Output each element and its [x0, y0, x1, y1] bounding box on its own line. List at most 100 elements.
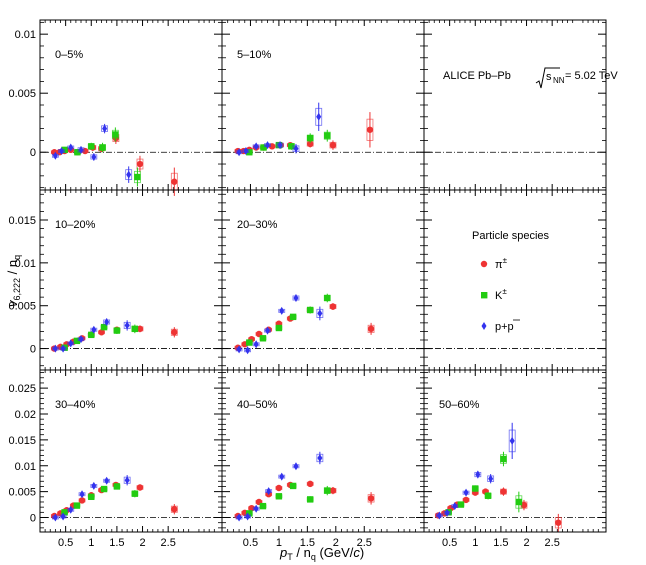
- x-tick-label: 2: [139, 537, 145, 549]
- pi-point: [306, 480, 314, 488]
- legend-entry-K: K±: [481, 287, 507, 302]
- proton-marker: [277, 141, 283, 150]
- pi-marker: [306, 480, 314, 488]
- panel-label: 50–60%: [439, 399, 480, 411]
- kaon-marker: [246, 339, 253, 346]
- experiment-text: ALICE Pb–Pb: [443, 70, 511, 82]
- p-point: [103, 476, 111, 485]
- y-tick-label: 0.005: [8, 487, 36, 499]
- panel-5: [423, 189, 607, 371]
- panel-frame: [423, 189, 607, 371]
- legend-label: π±: [495, 256, 508, 271]
- proton-marker: [488, 474, 494, 483]
- panel-frame: [423, 19, 607, 191]
- kaon-marker: [259, 335, 267, 342]
- p-point: [435, 511, 443, 520]
- pi-point: [367, 322, 375, 335]
- K-point: [484, 492, 492, 500]
- p-point: [264, 326, 271, 335]
- proton-marker: [316, 112, 322, 121]
- kaon-marker: [288, 143, 295, 150]
- proton-marker: [236, 345, 242, 354]
- y-title-sub: 6,222: [12, 278, 22, 301]
- proton-marker: [91, 325, 97, 334]
- K-point: [306, 306, 314, 314]
- x-tick-label: 0.5: [442, 537, 457, 549]
- p-point: [101, 123, 108, 134]
- panel-2: [423, 19, 607, 191]
- p-point: [235, 513, 243, 522]
- x-title-main: p: [279, 545, 287, 560]
- pi-marker: [367, 325, 375, 333]
- K-point: [500, 451, 507, 467]
- K-point: [323, 129, 331, 142]
- pi-point: [78, 497, 86, 504]
- proton-marker: [293, 294, 299, 302]
- panel-frame: [39, 19, 223, 191]
- p-point: [278, 472, 286, 481]
- kaon-marker: [500, 455, 507, 463]
- panel-8: 0.5 1 1.5 2 2.5 50–60%: [423, 369, 607, 549]
- legend-title: Particle species: [472, 230, 550, 242]
- p-point: [252, 340, 260, 349]
- pi-marker: [81, 147, 89, 155]
- y-tick-label: 0: [30, 344, 36, 356]
- p-point: [90, 152, 98, 161]
- p-point: [316, 451, 324, 465]
- pi-marker: [329, 303, 337, 310]
- x-tick-label: 0.5: [58, 537, 73, 549]
- proton-marker: [293, 144, 299, 153]
- y-tick-label: 0.005: [8, 88, 36, 100]
- kaon-marker: [515, 498, 523, 506]
- proton-marker: [60, 512, 66, 521]
- panel-6: 0.5 1 1.5 2 2.5 0 0.005 0.01 0.015 0.02 0.025 30–40…: [8, 369, 223, 549]
- p-point: [123, 475, 131, 486]
- pi-point: [500, 487, 507, 496]
- K-point: [259, 335, 267, 342]
- x-title-unit-end: ): [360, 545, 364, 560]
- p-point: [90, 325, 98, 334]
- pi-point: [329, 140, 337, 150]
- panel-label: 10–20%: [55, 219, 96, 231]
- p-point: [51, 151, 59, 160]
- p-point: [264, 141, 271, 150]
- proton-marker: [265, 141, 271, 150]
- kaon-marker: [246, 510, 253, 517]
- pi-point: [554, 513, 562, 532]
- pi-point: [136, 155, 144, 173]
- pi-point: [170, 167, 178, 196]
- panel-3: 0 0.005 0.01 0.015 10–20%: [8, 189, 223, 371]
- pi-point: [462, 496, 470, 504]
- x-tick-label: 1.5: [300, 537, 315, 549]
- kaon-marker: [113, 327, 121, 334]
- x-tick-label: 2: [523, 537, 529, 549]
- p-sys-box: [316, 308, 324, 318]
- x-tick-label: 2: [333, 537, 339, 549]
- proton-marker: [91, 152, 97, 161]
- pi-point: [170, 327, 178, 338]
- pi-point: [329, 303, 337, 310]
- proton-marker: [91, 481, 97, 490]
- p-point: [487, 474, 495, 484]
- legend-label: K±: [495, 287, 507, 302]
- energy-subscript: NN: [553, 76, 565, 85]
- p-point: [451, 502, 459, 511]
- proton-marker: [124, 321, 130, 330]
- pi-marker: [367, 495, 375, 502]
- kaon-marker: [289, 313, 297, 321]
- K-point: [134, 167, 141, 187]
- x-tick-label: 1: [88, 537, 94, 549]
- kaon-marker: [88, 143, 95, 150]
- kaon-marker: [484, 492, 492, 499]
- x-title-suffix: / n: [296, 545, 310, 560]
- kaon-marker: [275, 493, 283, 500]
- kaon-marker: [100, 485, 108, 493]
- x-axis-title: pT / nq (GeV/c): [279, 545, 364, 562]
- proton-marker: [245, 346, 251, 355]
- proton-marker: [126, 170, 132, 179]
- pi-point: [81, 147, 89, 155]
- pi-point: [98, 329, 105, 336]
- K-point: [289, 482, 297, 490]
- p-point: [125, 166, 133, 183]
